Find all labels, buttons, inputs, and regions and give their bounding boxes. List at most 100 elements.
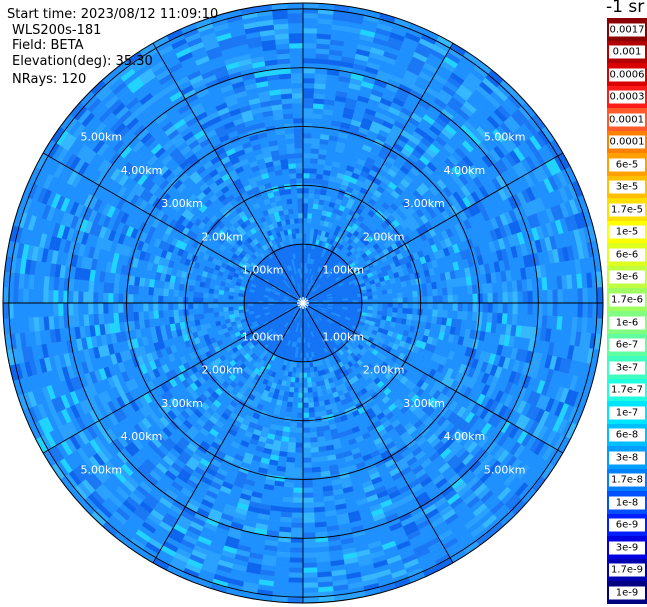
backscatter-cell xyxy=(310,143,320,150)
backscatter-cell xyxy=(302,442,311,449)
backscatter-cell xyxy=(527,290,534,304)
backscatter-cell xyxy=(422,309,429,317)
backscatter-cell xyxy=(387,302,394,308)
backscatter-cell xyxy=(290,532,304,539)
backscatter-cell xyxy=(302,547,317,554)
backscatter-cell xyxy=(310,456,320,463)
backscatter-cell xyxy=(311,466,321,473)
backscatter-cell xyxy=(292,497,304,504)
backscatter-cell xyxy=(285,406,293,413)
backscatter-cell xyxy=(309,167,318,174)
backscatter-cell xyxy=(397,307,404,314)
backscatter-cell xyxy=(302,202,309,209)
backscatter-cell xyxy=(294,457,304,464)
backscatter-cell xyxy=(297,402,304,409)
backscatter-cell xyxy=(457,302,464,312)
backscatter-cell xyxy=(302,587,319,594)
backscatter-cell xyxy=(302,22,318,29)
backscatter-cell xyxy=(311,128,322,135)
backscatter-cell xyxy=(302,92,315,99)
backscatter-cell xyxy=(471,311,478,322)
backscatter-cell xyxy=(597,302,604,319)
backscatter-cell xyxy=(286,401,293,408)
backscatter-cell xyxy=(507,291,514,304)
backscatter-cell xyxy=(477,302,484,313)
backscatter-cell xyxy=(452,302,459,312)
backscatter-cell xyxy=(306,372,312,379)
backscatter-cell xyxy=(587,287,594,304)
backscatter-cell xyxy=(456,286,463,296)
backscatter-cell xyxy=(302,207,309,214)
backscatter-cell xyxy=(306,367,311,374)
backscatter-cell xyxy=(310,157,319,164)
backscatter-cell xyxy=(289,427,297,434)
backscatter-cell xyxy=(362,299,369,304)
backscatter-cell xyxy=(302,72,316,79)
backscatter-cell xyxy=(457,294,464,304)
backscatter-cell xyxy=(347,297,354,301)
backscatter-cell xyxy=(311,461,321,468)
backscatter-cell xyxy=(307,202,314,209)
backscatter-cell xyxy=(302,582,319,589)
backscatter-cell xyxy=(437,288,444,297)
backscatter-cell xyxy=(283,476,295,483)
backscatter-cell xyxy=(302,212,308,219)
backscatter-cell xyxy=(307,387,313,394)
backscatter-cell xyxy=(402,291,409,298)
backscatter-cell xyxy=(552,289,559,304)
backscatter-cell xyxy=(517,302,524,315)
backscatter-cell xyxy=(402,308,409,315)
backscatter-cell xyxy=(302,57,317,64)
backscatter-cell xyxy=(382,298,389,304)
backscatter-cell xyxy=(472,302,479,313)
backscatter-cell xyxy=(311,133,321,140)
backscatter-cell xyxy=(381,289,388,295)
backscatter-cell xyxy=(289,542,304,549)
backscatter-cell xyxy=(286,451,296,459)
backscatter-cell xyxy=(437,302,444,311)
backscatter-cell xyxy=(427,309,434,317)
backscatter-cell xyxy=(467,293,474,304)
backscatter-cell xyxy=(467,302,474,313)
backscatter-cell xyxy=(311,471,322,478)
backscatter-cell xyxy=(542,302,549,317)
backscatter-cell xyxy=(302,187,310,194)
backscatter-cell xyxy=(372,302,379,308)
backscatter-cell xyxy=(442,310,449,319)
backscatter-cell xyxy=(302,557,317,564)
backscatter-cell xyxy=(307,397,314,404)
backscatter-cell xyxy=(412,308,419,316)
backscatter-cell xyxy=(302,47,317,54)
backscatter-cell xyxy=(302,387,308,394)
backscatter-cell xyxy=(310,446,319,454)
backscatter-cell xyxy=(310,152,319,160)
backscatter-cell xyxy=(432,295,439,304)
backscatter-cell xyxy=(308,407,315,414)
backscatter-cell xyxy=(302,522,315,529)
backscatter-cell xyxy=(309,162,318,169)
backscatter-cell xyxy=(427,302,434,311)
backscatter-cell xyxy=(422,289,429,297)
backscatter-cell xyxy=(302,82,315,89)
backscatter-cell xyxy=(295,432,304,439)
backscatter-cell xyxy=(283,481,294,488)
backscatter-cell xyxy=(302,227,308,234)
backscatter-cell xyxy=(311,138,321,145)
backscatter-cell xyxy=(437,295,444,304)
backscatter-cell xyxy=(302,477,313,484)
backscatter-cell xyxy=(307,392,314,399)
backscatter-cell xyxy=(312,391,319,398)
backscatter-cell xyxy=(532,302,539,316)
backscatter-cell xyxy=(432,302,439,311)
backscatter-cell xyxy=(401,286,408,293)
backscatter-cell xyxy=(552,302,559,317)
backscatter-cell xyxy=(302,502,314,509)
backscatter-cell xyxy=(412,296,419,304)
backscatter-cell xyxy=(447,302,454,312)
backscatter-cell xyxy=(288,567,304,574)
backscatter-cell xyxy=(302,172,311,179)
backscatter-cell xyxy=(305,347,309,354)
backscatter-cell xyxy=(397,302,404,309)
backscatter-cell xyxy=(313,401,320,408)
backscatter-cell xyxy=(309,172,317,179)
